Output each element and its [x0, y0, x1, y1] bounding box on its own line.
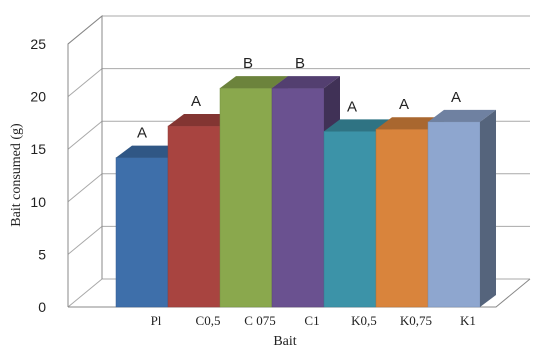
- y-tick-label: 5: [38, 246, 46, 262]
- y-tick-label: 25: [30, 36, 46, 52]
- bar-top: [220, 76, 288, 89]
- bar-layer: [115, 76, 496, 308]
- bar-front: [219, 87, 273, 308]
- x-tick-label: C 075: [244, 313, 275, 328]
- x-tick-label: C1: [304, 313, 319, 328]
- bar-front: [115, 157, 169, 308]
- bar-front: [271, 87, 325, 308]
- side-wall: [67, 14, 103, 307]
- y-axis-title: Bait consumed (g): [9, 123, 24, 227]
- significance-label: A: [451, 89, 461, 106]
- significance-label: A: [347, 98, 357, 115]
- label-layer: 0 5 10 15 20 25 A Pl A C0,5 B C 075 B C1 A K0,5 A K0,75 A K…: [30, 36, 476, 328]
- bar-front: [167, 125, 221, 308]
- bar-top: [116, 145, 184, 158]
- x-tick-label: C0,5: [196, 313, 221, 328]
- bar-top: [168, 114, 236, 127]
- x-tick-label: Pl: [151, 313, 162, 328]
- gridline-25: [67, 15, 530, 45]
- bar-top: [272, 76, 340, 89]
- significance-label: A: [191, 93, 201, 110]
- bar-top: [376, 117, 444, 130]
- significance-label: A: [137, 125, 147, 142]
- bar-side: [480, 109, 496, 308]
- significance-label: B: [295, 55, 305, 72]
- x-tick-label: K0,5: [351, 313, 377, 328]
- x-tick-label: K0,75: [400, 313, 432, 328]
- y-tick-label: 10: [30, 194, 46, 210]
- bar-top: [428, 109, 496, 122]
- bar-top: [324, 119, 392, 132]
- y-tick-label: 15: [30, 141, 46, 157]
- x-tick-label: K1: [460, 313, 476, 328]
- bar-K1: [427, 109, 496, 308]
- bar-front: [323, 131, 377, 308]
- significance-label: A: [399, 96, 409, 113]
- x-axis-title: Bait: [273, 334, 296, 349]
- significance-label: B: [243, 55, 253, 72]
- y-tick-label: 20: [30, 89, 46, 105]
- bar-front: [375, 128, 429, 308]
- bar-front: [427, 121, 481, 308]
- y-tick-label: 0: [38, 299, 46, 315]
